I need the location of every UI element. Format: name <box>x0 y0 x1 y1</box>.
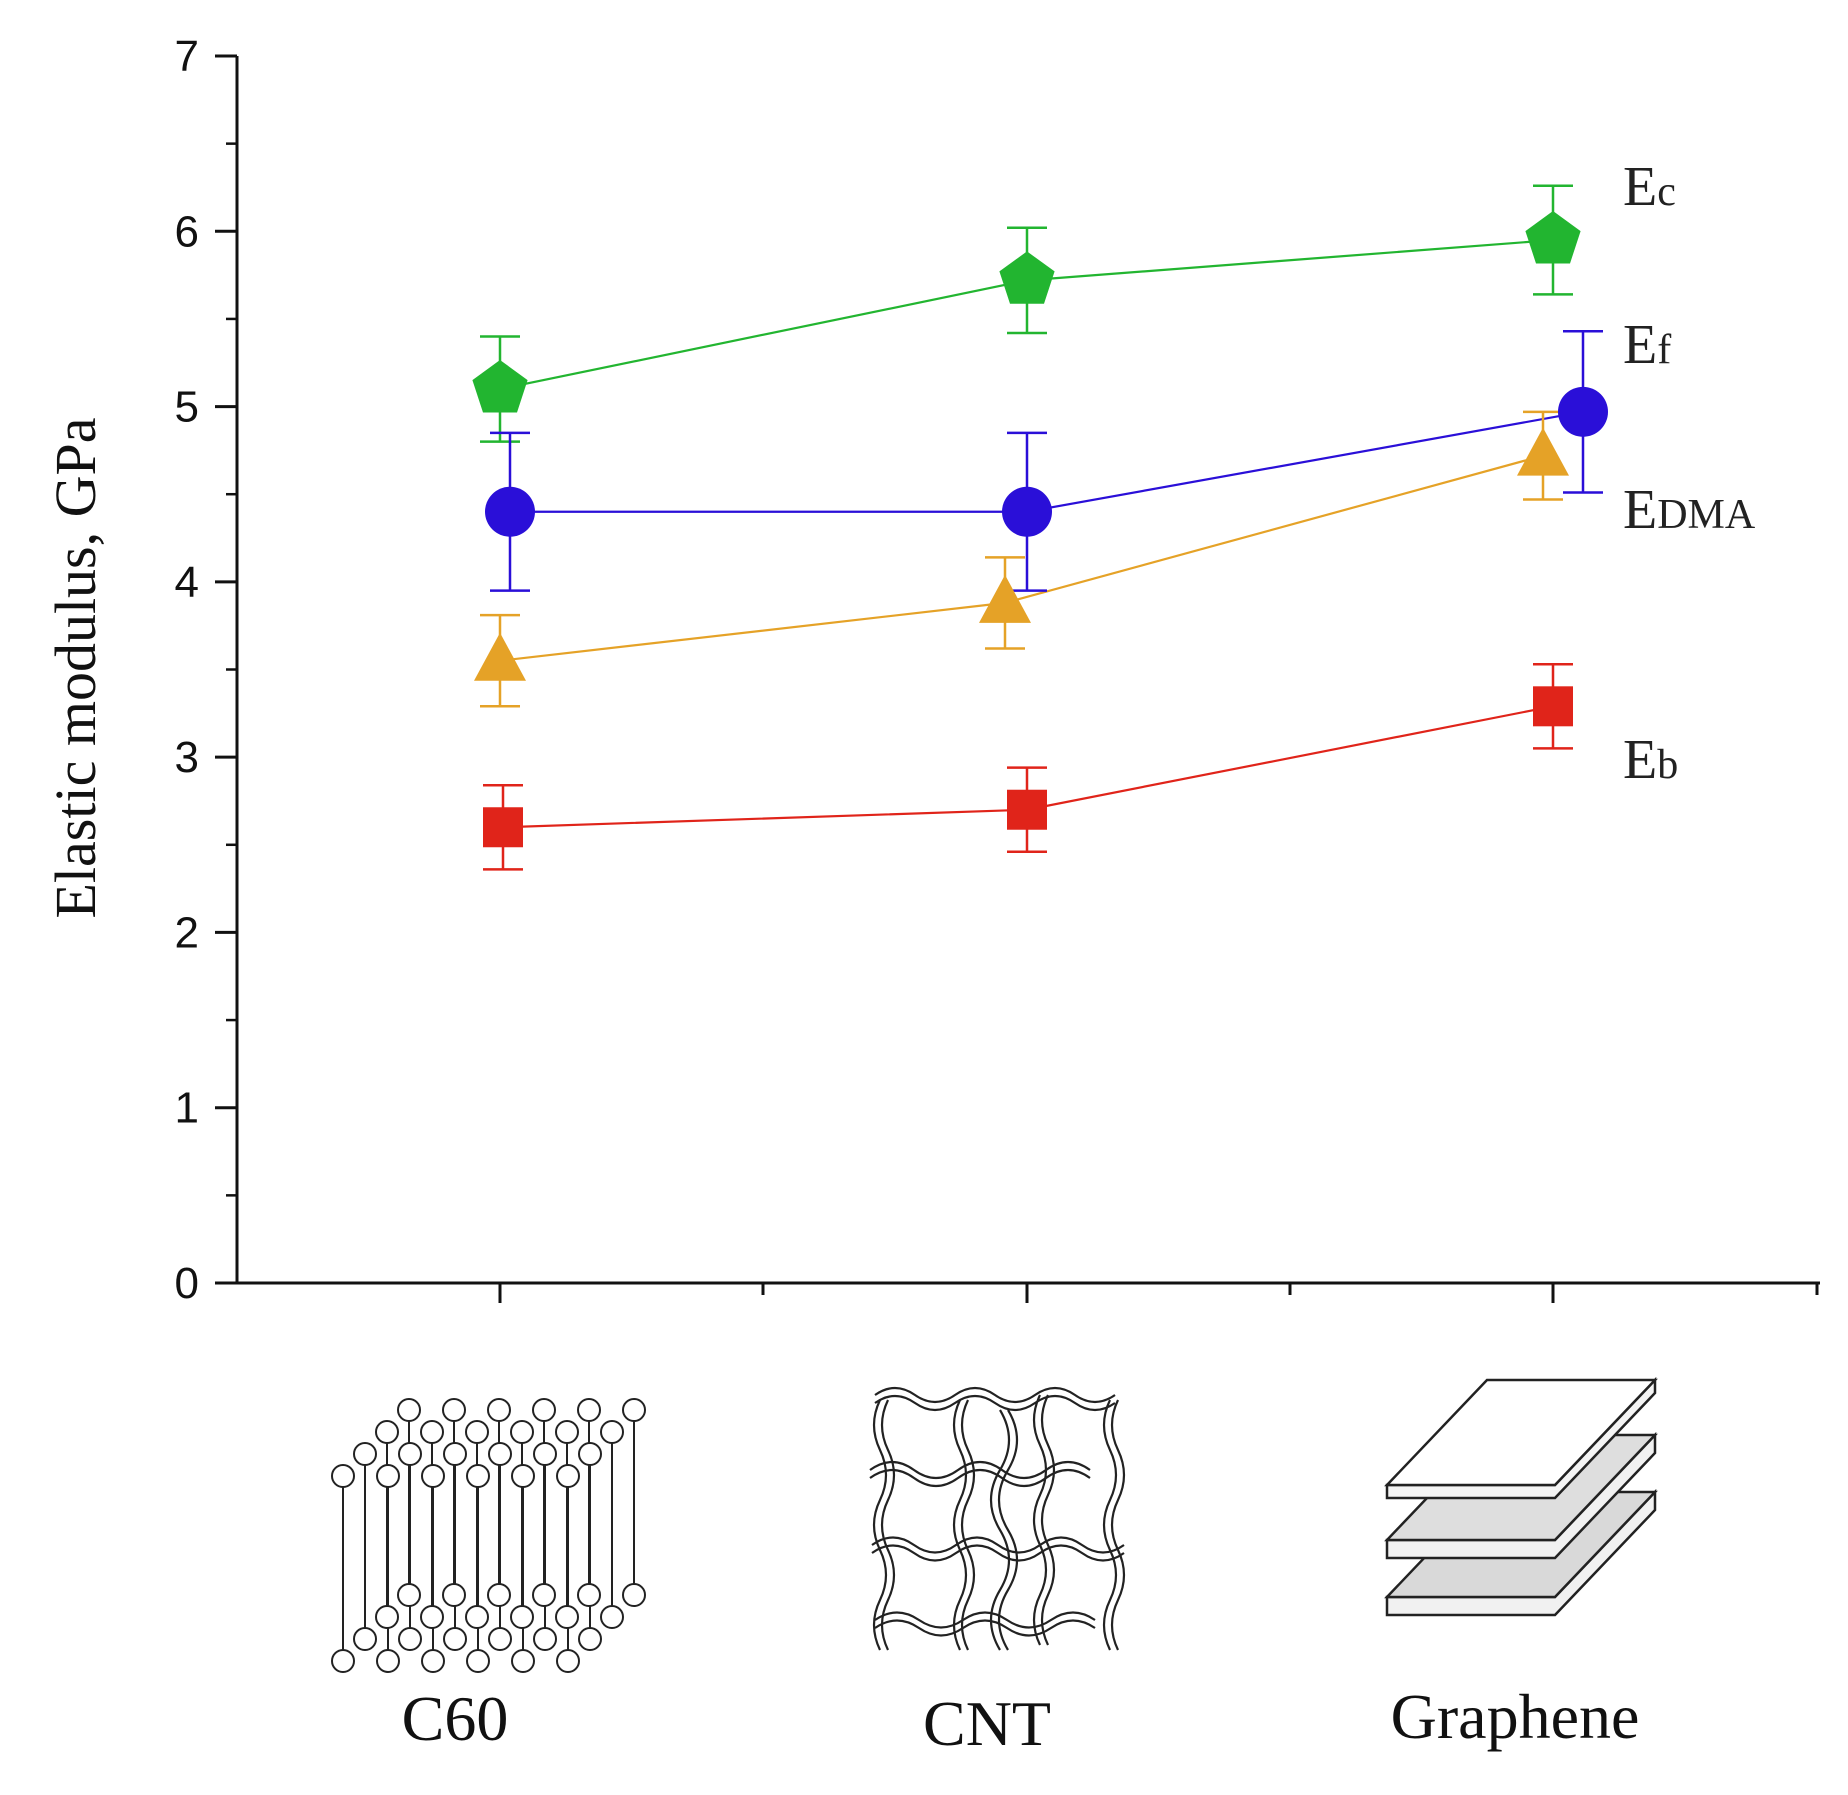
data-point-Ec <box>999 251 1055 304</box>
data-point-EDMA <box>1517 427 1569 476</box>
y-tick-label: 0 <box>175 1259 199 1308</box>
y-tick-label: 6 <box>175 207 199 256</box>
y-ticks: 0 1 2 3 4 5 6 7 <box>175 32 237 1308</box>
y-tick-label: 1 <box>175 1084 199 1133</box>
data-point-EDMA <box>979 574 1031 623</box>
y-tick-label: 2 <box>175 908 199 957</box>
c60-lattice-illustration <box>331 1398 646 1673</box>
data-point-Eb <box>483 807 523 848</box>
data-point-Ef <box>1002 486 1052 537</box>
data-point-Ef <box>1558 386 1608 437</box>
category-label-cnt: CNT <box>923 1688 1051 1759</box>
data-markers <box>472 211 1608 848</box>
cnt-network-illustration <box>869 1386 1126 1651</box>
data-point-Eb <box>1007 789 1047 830</box>
series-label-EDMA: EDMA <box>1623 479 1756 541</box>
data-point-Ef <box>485 486 535 537</box>
y-tick-label: 7 <box>175 32 199 81</box>
data-point-Ec <box>1525 211 1581 264</box>
category-label-graphene: Graphene <box>1391 1681 1640 1752</box>
x-ticks <box>498 1283 1819 1303</box>
data-point-Ec <box>472 360 528 413</box>
data-point-Eb <box>1533 686 1573 727</box>
series-labels: Ec Ef EDMA Eb <box>1623 156 1756 791</box>
series-label-Ec: Ec <box>1623 156 1676 218</box>
y-tick-label: 4 <box>175 558 199 607</box>
graphene-sheets-illustration <box>1384 1376 1658 1617</box>
y-tick-label: 5 <box>175 383 199 432</box>
y-tick-label: 3 <box>175 733 199 782</box>
category-label-c60: C60 <box>402 1683 509 1754</box>
series-lines <box>499 238 1584 829</box>
data-point-EDMA <box>474 632 526 681</box>
series-label-Ef: Ef <box>1623 314 1671 376</box>
series-label-Eb: Eb <box>1623 729 1678 791</box>
y-axis-title: Elastic modulus, GPa <box>43 417 108 918</box>
